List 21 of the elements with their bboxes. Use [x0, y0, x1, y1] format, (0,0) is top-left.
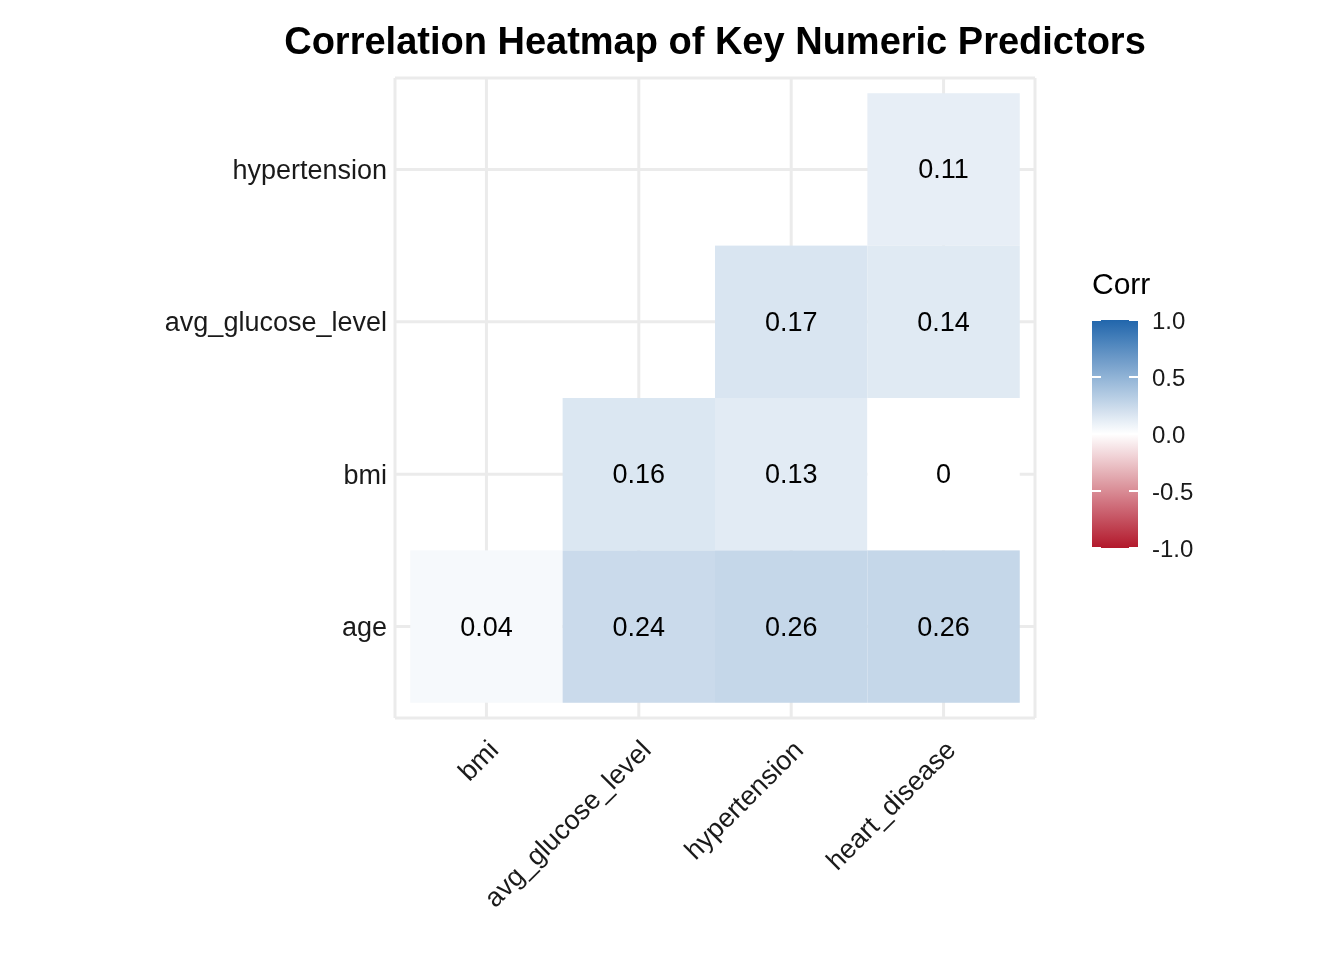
data-label: 0.26: [917, 611, 970, 642]
data-label: 0.11: [918, 154, 969, 185]
y-tick-label: bmi: [343, 459, 387, 490]
data-label: 0: [936, 459, 952, 490]
color-bar-label: -1.0: [1152, 534, 1194, 562]
color-bar-label: 0.0: [1152, 420, 1186, 448]
data-label: 0.04: [460, 611, 513, 642]
chart-title: Correlation Heatmap of Key Numeric Predictors: [283, 20, 1147, 63]
y-tick-label: age: [341, 612, 387, 643]
color-bar-title: Corr: [1092, 267, 1151, 300]
data-label: 0.17: [764, 306, 818, 337]
y-tick-label: avg_glucose_level: [164, 307, 387, 338]
y-tick-label: hypertension: [232, 155, 387, 186]
color-bar-label: 0.5: [1152, 363, 1186, 391]
data-label: 0.16: [612, 459, 666, 490]
data-label: 0.13: [764, 459, 818, 490]
data-label: 0.14: [917, 306, 970, 337]
color-bar-label: -0.5: [1152, 477, 1194, 505]
data-label: 0.26: [764, 611, 818, 642]
data-label: 0.24: [612, 611, 666, 642]
color-bar-label: 1.0: [1152, 306, 1186, 334]
